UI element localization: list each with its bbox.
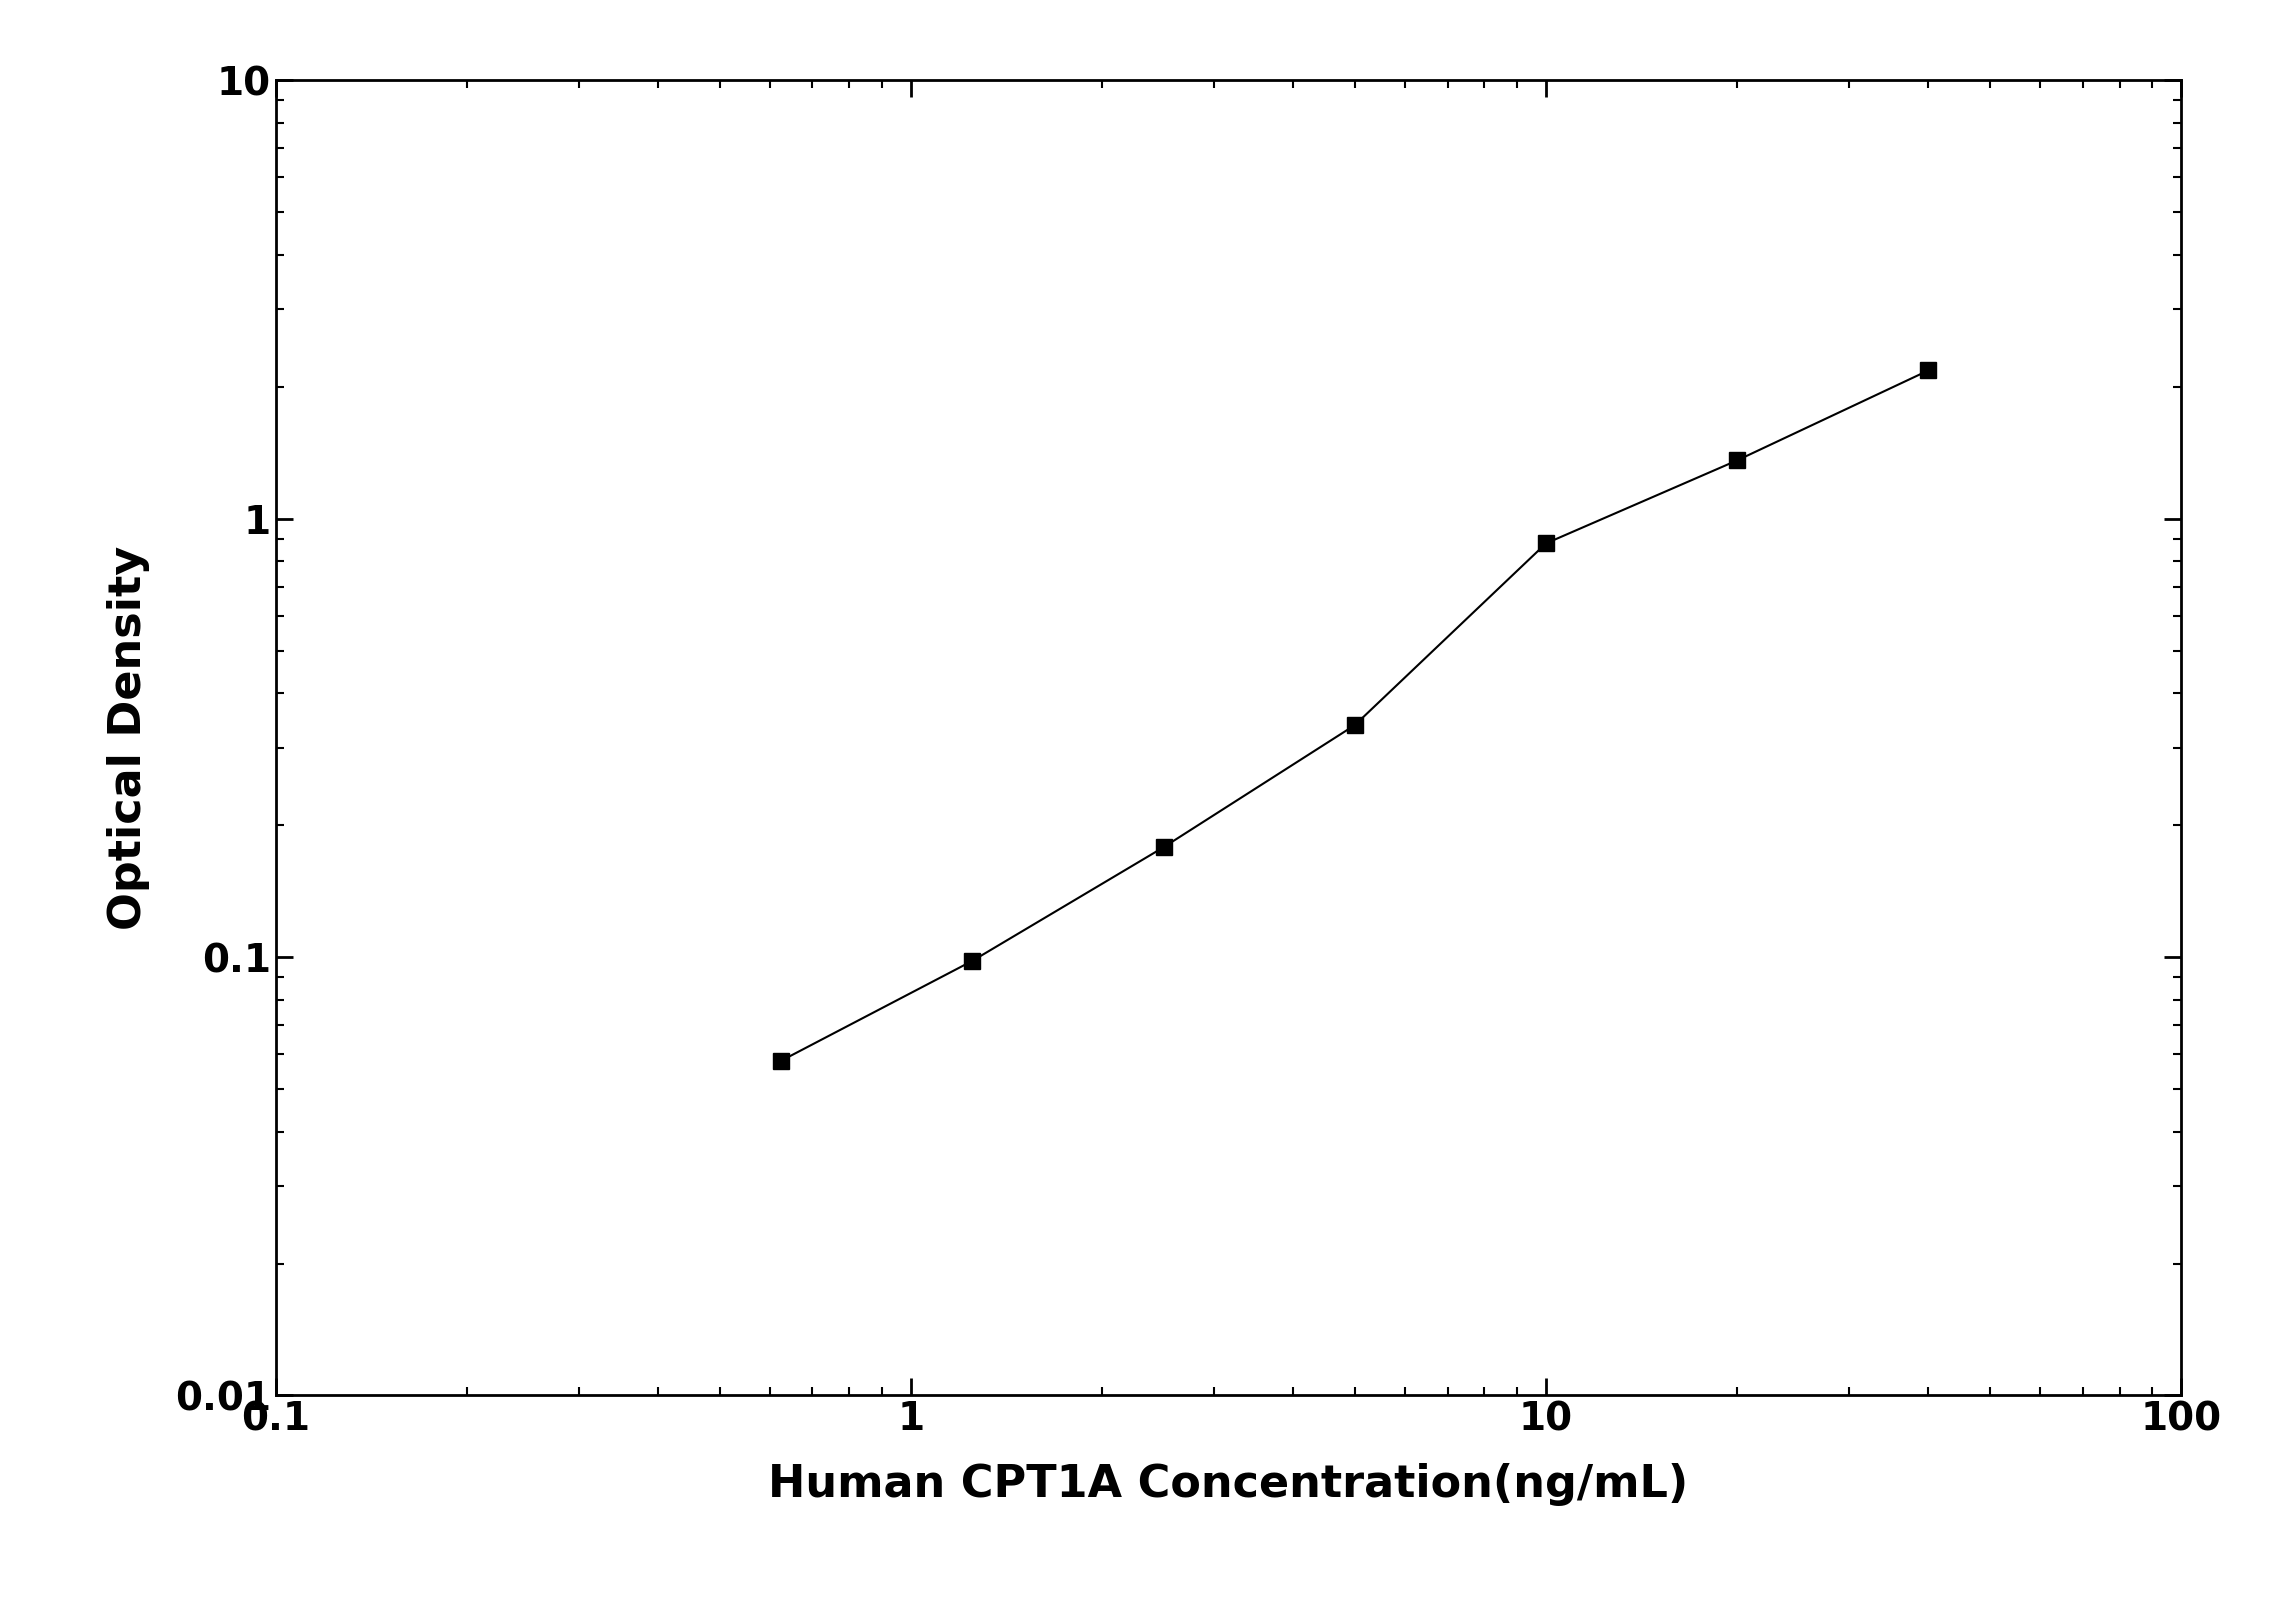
Y-axis label: Optical Density: Optical Density xyxy=(106,545,149,930)
X-axis label: Human CPT1A Concentration(ng/mL): Human CPT1A Concentration(ng/mL) xyxy=(769,1463,1688,1506)
